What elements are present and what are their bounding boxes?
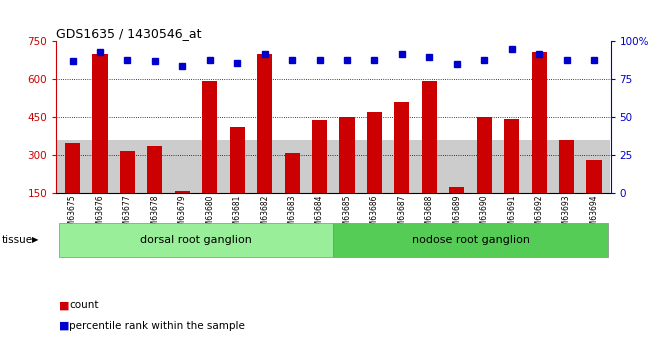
Bar (284, 153, 300, 193)
Bar (367, 112, 382, 193)
Bar (395, 102, 409, 193)
Text: percentile rank within the sample: percentile rank within the sample (69, 321, 245, 331)
Bar (65, 142, 80, 193)
Bar (339, 117, 354, 193)
Text: GDS1635 / 1430546_at: GDS1635 / 1430546_at (56, 27, 201, 40)
Text: ■: ■ (59, 300, 70, 310)
Bar (477, 117, 492, 193)
Text: dorsal root ganglion: dorsal root ganglion (140, 235, 252, 245)
Bar (559, 140, 574, 193)
Bar (449, 187, 465, 193)
Bar (504, 119, 519, 193)
Bar (230, 127, 245, 193)
Text: nodose root ganglion: nodose root ganglion (412, 235, 529, 245)
FancyBboxPatch shape (56, 140, 611, 193)
Bar (312, 120, 327, 193)
Bar (587, 160, 601, 193)
Bar (531, 51, 546, 193)
Text: tissue: tissue (1, 235, 32, 245)
Bar (120, 151, 135, 193)
Text: ■: ■ (59, 321, 70, 331)
Text: count: count (69, 300, 99, 310)
Bar (202, 81, 217, 193)
Bar (175, 191, 190, 193)
Text: ▶: ▶ (32, 235, 38, 244)
Bar (147, 146, 162, 193)
Bar (422, 81, 437, 193)
Bar (257, 54, 272, 193)
Bar (92, 54, 108, 193)
